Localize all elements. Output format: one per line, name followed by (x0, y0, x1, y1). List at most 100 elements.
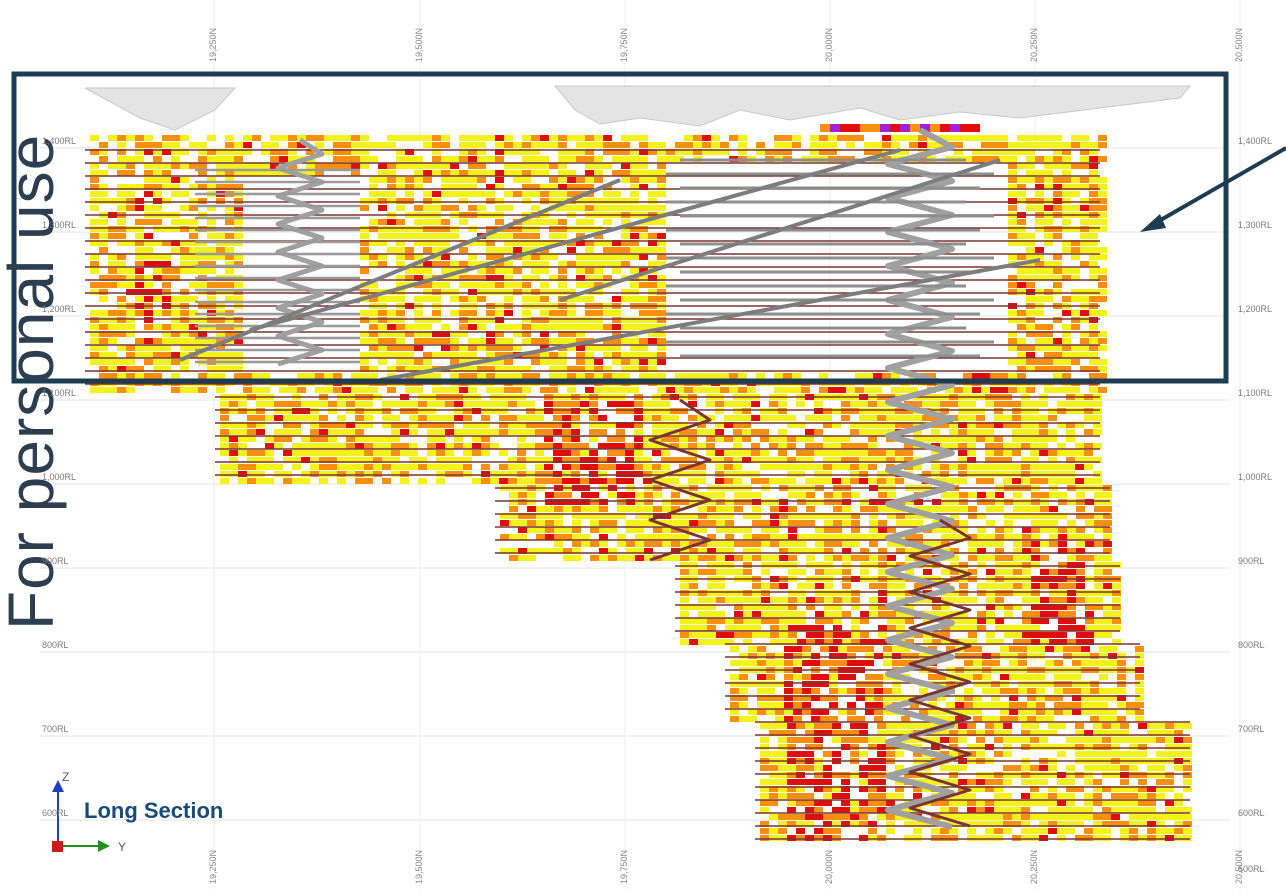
ore-block (508, 457, 517, 463)
ore-block (1126, 702, 1135, 708)
ore-block (657, 282, 666, 288)
ore-block (171, 275, 180, 281)
ore-block (725, 569, 734, 575)
ore-block (959, 520, 968, 526)
ore-block (135, 345, 144, 351)
ore-block (495, 387, 504, 393)
ore-block (207, 254, 216, 260)
ore-block (508, 478, 517, 484)
ore-block (144, 163, 153, 169)
ore-block (1004, 569, 1013, 575)
ore-block (1093, 751, 1102, 757)
ore-block (716, 611, 725, 617)
ore-block (859, 814, 868, 820)
ore-block (905, 618, 914, 624)
ore-block (895, 422, 904, 428)
ore-block (788, 597, 797, 603)
ore-block (198, 254, 207, 260)
ore-block (1072, 702, 1081, 708)
ore-block (1120, 737, 1129, 743)
ore-block (522, 198, 531, 204)
ore-block (256, 401, 265, 407)
ore-block (1062, 275, 1071, 281)
ore-block (1022, 625, 1031, 631)
ore-block (787, 744, 796, 750)
ore-block (958, 800, 967, 806)
ore-block (414, 205, 423, 211)
ore-block (688, 436, 697, 442)
ore-block (689, 513, 698, 519)
ore-block (567, 156, 576, 162)
ore-block (797, 590, 806, 596)
ore-block (589, 408, 598, 414)
ore-block (671, 499, 680, 505)
ore-block (814, 723, 823, 729)
ore-block (99, 142, 108, 148)
ore-block (847, 709, 856, 715)
ore-block (234, 219, 243, 225)
ore-block (585, 205, 594, 211)
ore-block (805, 737, 814, 743)
ore-block (99, 282, 108, 288)
ore-block (1031, 632, 1040, 638)
ore-block (1120, 723, 1129, 729)
ore-block (536, 513, 545, 519)
ore-block (522, 226, 531, 232)
ore-block (779, 611, 788, 617)
ore-block (1027, 653, 1036, 659)
ore-block (189, 219, 198, 225)
ore-block (1035, 275, 1044, 281)
ore-block (144, 219, 153, 225)
ore-block (635, 506, 644, 512)
ore-block (1111, 751, 1120, 757)
ore-block (968, 541, 977, 547)
ore-block (1003, 457, 1012, 463)
ore-block (1030, 786, 1039, 792)
ore-block (522, 163, 531, 169)
ore-block (716, 639, 725, 645)
ore-block (544, 436, 553, 442)
ore-block (554, 520, 563, 526)
ore-block (598, 478, 607, 484)
ore-block (990, 156, 999, 162)
ore-block (841, 450, 850, 456)
ore-block (216, 254, 225, 260)
ore-block (716, 541, 725, 547)
ore-block (1035, 331, 1044, 337)
ore-block (1053, 366, 1062, 372)
ore-block (117, 163, 126, 169)
ore-block (635, 520, 644, 526)
ore-block (481, 471, 490, 477)
ore-block (823, 415, 832, 421)
ore-block (900, 387, 909, 393)
ore-block (301, 436, 310, 442)
ore-block (748, 646, 757, 652)
ore-block (369, 226, 378, 232)
ore-block (1183, 744, 1192, 750)
ore-block (823, 436, 832, 442)
ore-block (927, 373, 936, 379)
ore-block (1075, 450, 1084, 456)
ore-block (612, 331, 621, 337)
ore-block (387, 191, 396, 197)
ore-block (886, 730, 895, 736)
ore-block (797, 548, 806, 554)
ore-block (949, 478, 958, 484)
ore-block (639, 226, 648, 232)
ore-block (1076, 506, 1085, 512)
ore-block (788, 590, 797, 596)
ore-block (1103, 527, 1112, 533)
ore-block (468, 296, 477, 302)
ore-block (540, 198, 549, 204)
ore-block (1009, 702, 1018, 708)
ore-block (1035, 345, 1044, 351)
ore-block (1098, 156, 1107, 162)
ore-block (603, 310, 612, 316)
ore-block (1067, 555, 1076, 561)
ore-block (135, 184, 144, 190)
ore-block (563, 492, 572, 498)
ore-block (995, 604, 1004, 610)
ore-block (990, 373, 999, 379)
ore-block (819, 142, 828, 148)
ore-block (698, 492, 707, 498)
